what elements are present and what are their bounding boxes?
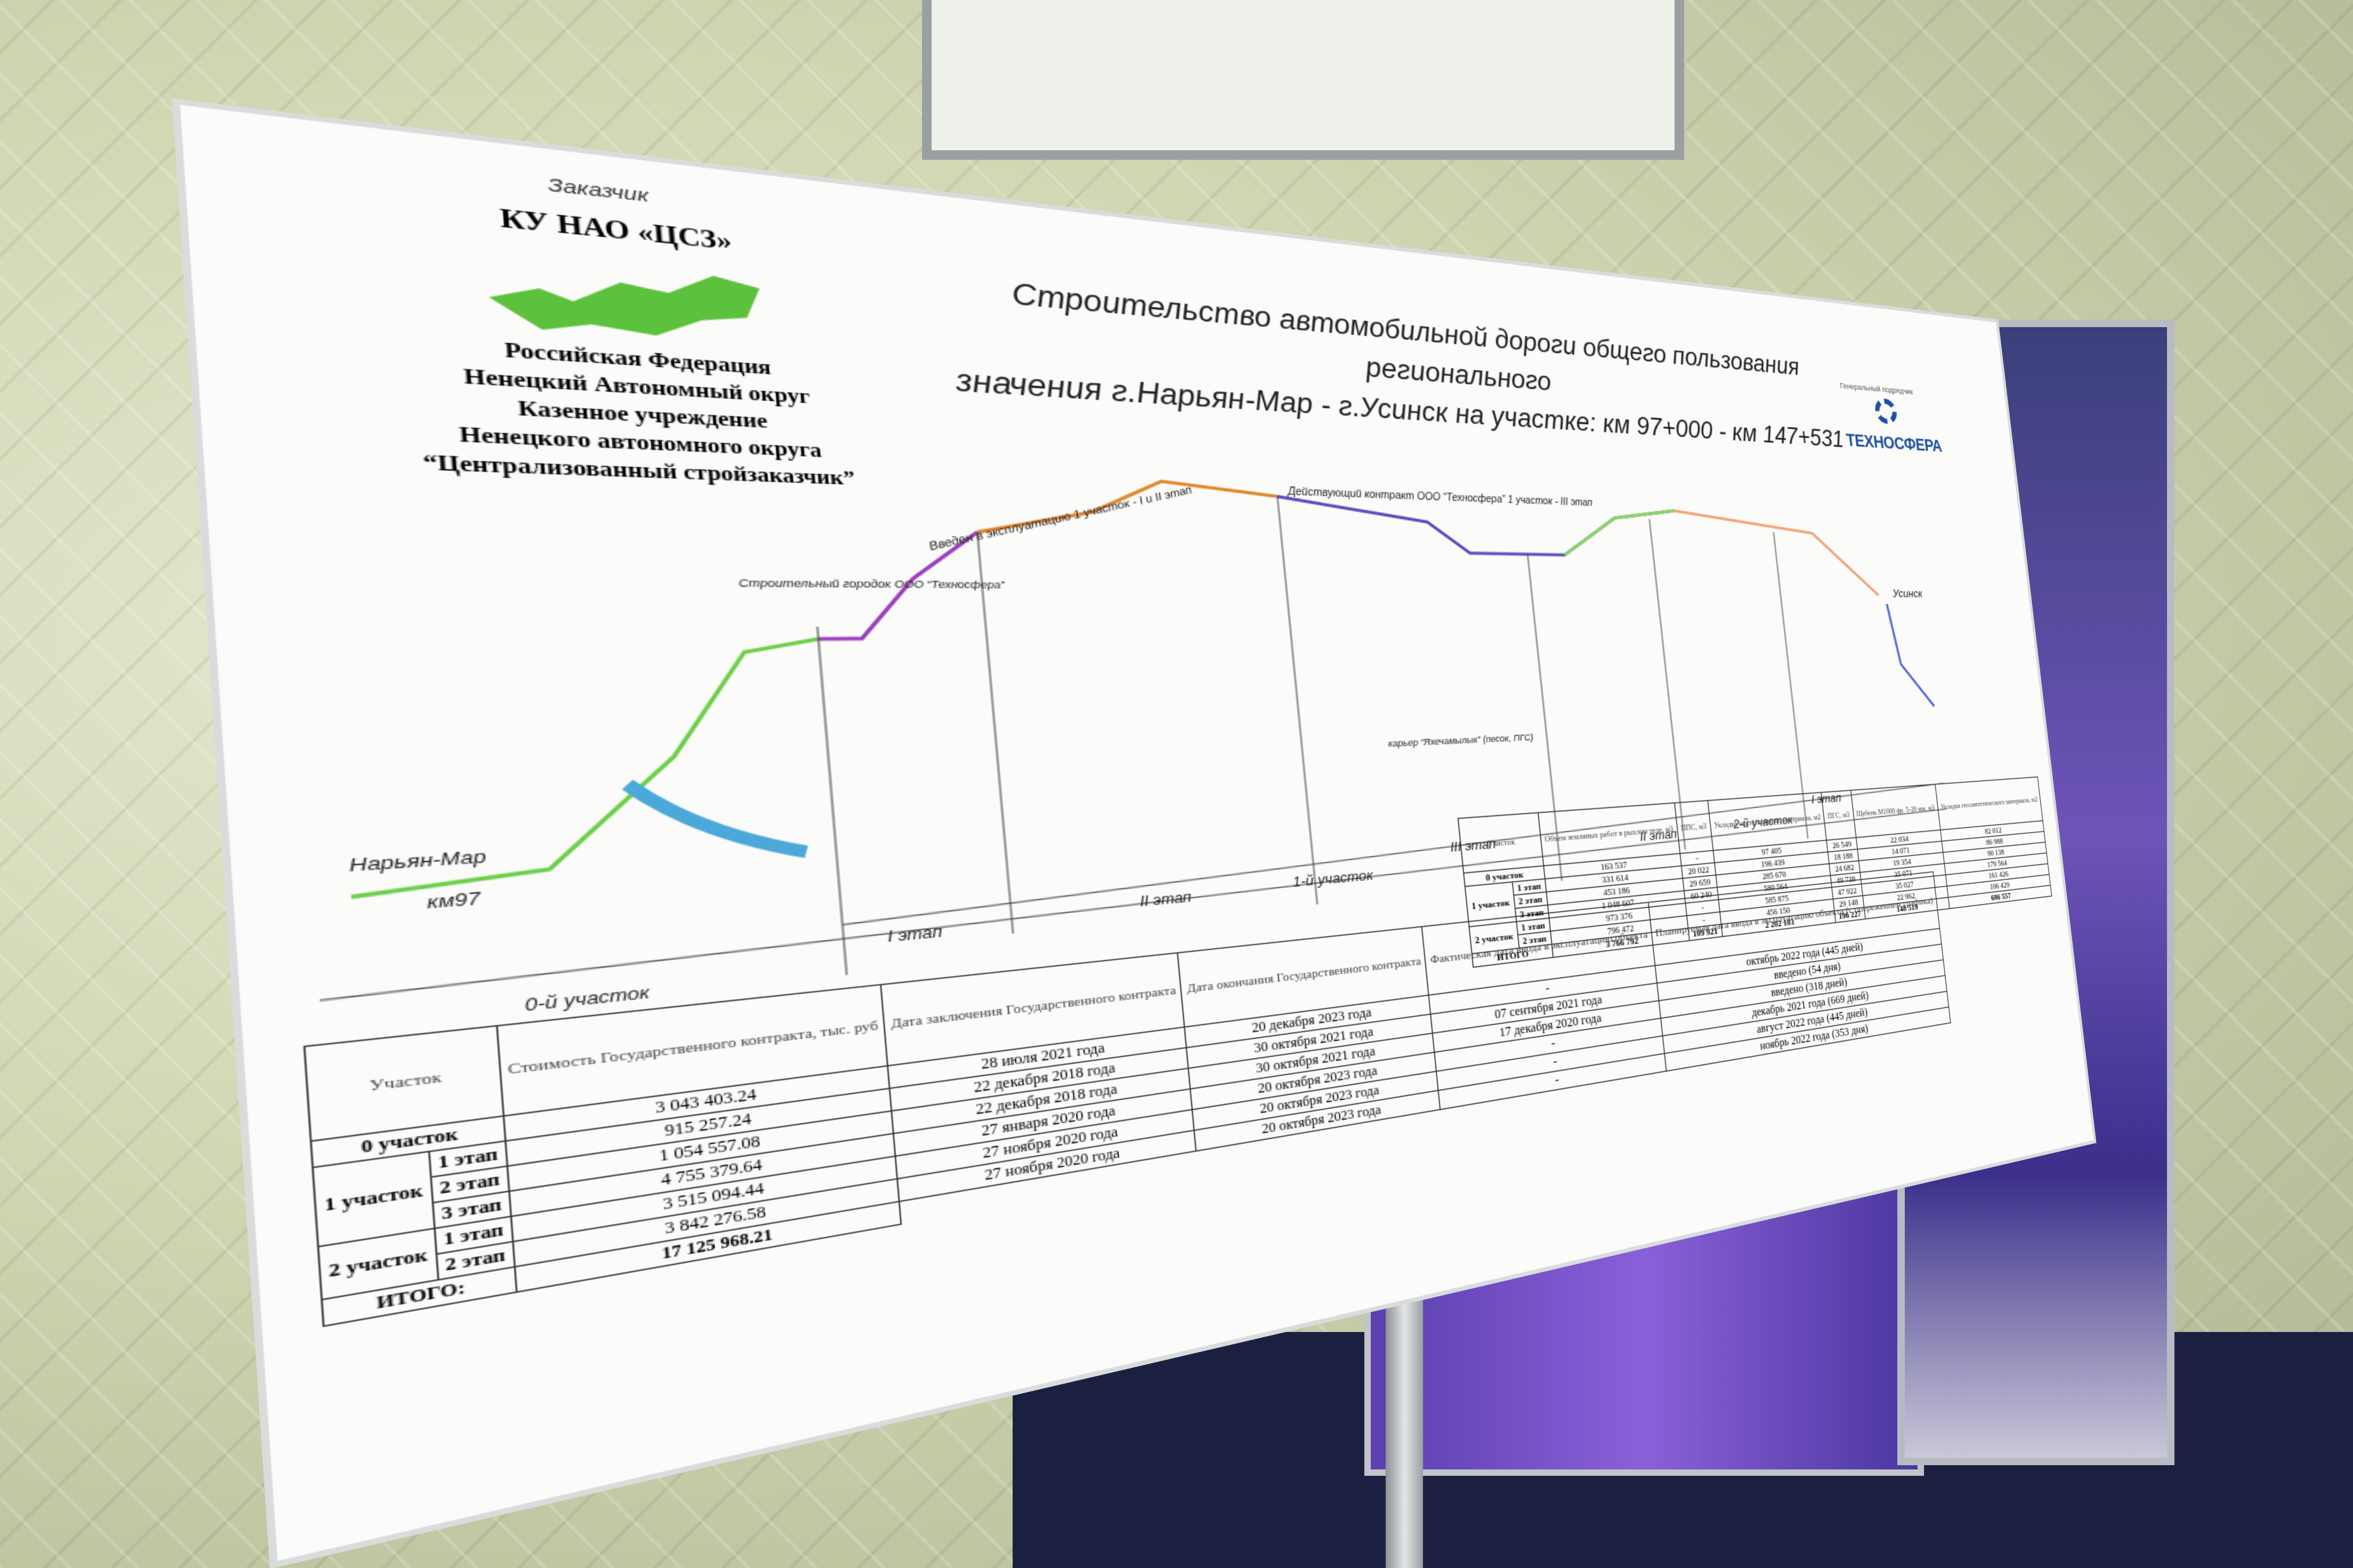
contractor-label: Генеральный подрядчик — [1839, 381, 1913, 396]
map-label: км97 — [426, 888, 481, 913]
header-cell: ПГС, м3 — [1821, 790, 1856, 841]
header-cell: Участок — [1458, 813, 1543, 873]
customer-label: Заказчик — [547, 174, 649, 207]
stand-pole — [1386, 1289, 1423, 1568]
poster-title: Строительство автомобильной дороги общег… — [940, 264, 1848, 457]
poster: Заказчик КУ НАО «ЦСЗ» Российская Федерац… — [180, 105, 2094, 1561]
map-label: Усинск — [1892, 587, 1923, 600]
logo-gear — [1873, 397, 1898, 425]
section-cell: 1 участок — [1465, 882, 1517, 927]
map-label: Строительный городок ООО “Техносфера” — [738, 576, 1005, 591]
whiteboard — [922, 0, 1684, 160]
header-cell: ППС, м3 — [1674, 800, 1713, 854]
region-map-icon — [486, 255, 764, 346]
header-cell: Щебень М1000 фр. 5-20 мм, м3 — [1850, 784, 1940, 838]
contractor-logo: ТЕХНОСФЕРА — [1845, 431, 1943, 456]
